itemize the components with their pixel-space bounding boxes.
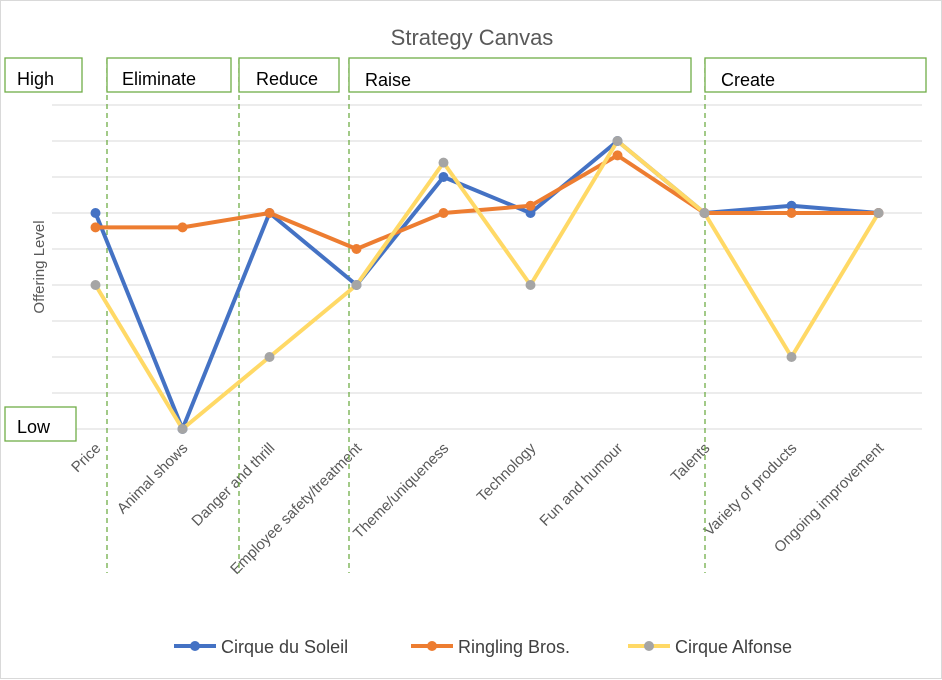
level-label-box (4, 406, 77, 442)
data-point (525, 208, 536, 218)
section-label: Raise (365, 70, 411, 90)
legend-swatch-marker (427, 641, 437, 651)
x-tick-label: Danger and thrill (188, 440, 278, 530)
data-point (177, 424, 188, 434)
data-point (90, 280, 101, 290)
level-label: Low (17, 417, 51, 437)
data-point (438, 157, 449, 168)
data-point (351, 280, 362, 290)
section-label-box (238, 57, 340, 93)
series-line (93, 139, 879, 431)
data-point (525, 280, 536, 290)
data-point (612, 150, 623, 161)
y-axis-label: Offering Level (31, 220, 48, 313)
legend-label: Ringling Bros. (458, 637, 570, 657)
section-label-box (106, 57, 232, 93)
x-tick-label: Fun and humour (536, 440, 626, 530)
data-point (351, 244, 362, 254)
data-point (786, 200, 797, 211)
x-tick-label: Technology (474, 439, 540, 505)
x-tick-label: Animal shows (114, 440, 191, 517)
section-label-box (704, 57, 927, 93)
data-point (438, 208, 449, 218)
x-tick-label: Theme/uniqueness (350, 440, 452, 542)
data-point (873, 208, 884, 218)
x-tick-label: Price (68, 440, 104, 476)
data-point (438, 172, 449, 182)
data-point (786, 208, 797, 218)
data-point (264, 352, 275, 362)
legend-swatch-marker (644, 641, 654, 651)
data-point (90, 222, 101, 233)
legend-swatch-marker (190, 641, 200, 651)
chart-title: Strategy Canvas (391, 25, 554, 50)
level-label: High (17, 69, 54, 89)
x-tick-label: Variety of products (701, 440, 801, 540)
data-point (90, 208, 101, 218)
section-label: Create (721, 70, 775, 90)
section-label-box (348, 57, 692, 93)
legend-label: Cirque Alfonse (675, 637, 792, 657)
x-tick-label: Talents (668, 440, 714, 486)
series-line (93, 139, 881, 431)
data-point (177, 222, 188, 233)
data-point (786, 352, 797, 362)
legend-label: Cirque du Soleil (221, 637, 348, 657)
data-point (699, 208, 710, 218)
series-line (95, 153, 879, 251)
data-point (612, 136, 623, 146)
section-label: Reduce (256, 69, 318, 89)
section-label: Eliminate (122, 69, 196, 89)
data-point (525, 200, 536, 211)
data-point (264, 208, 275, 218)
level-label-box (4, 57, 83, 93)
